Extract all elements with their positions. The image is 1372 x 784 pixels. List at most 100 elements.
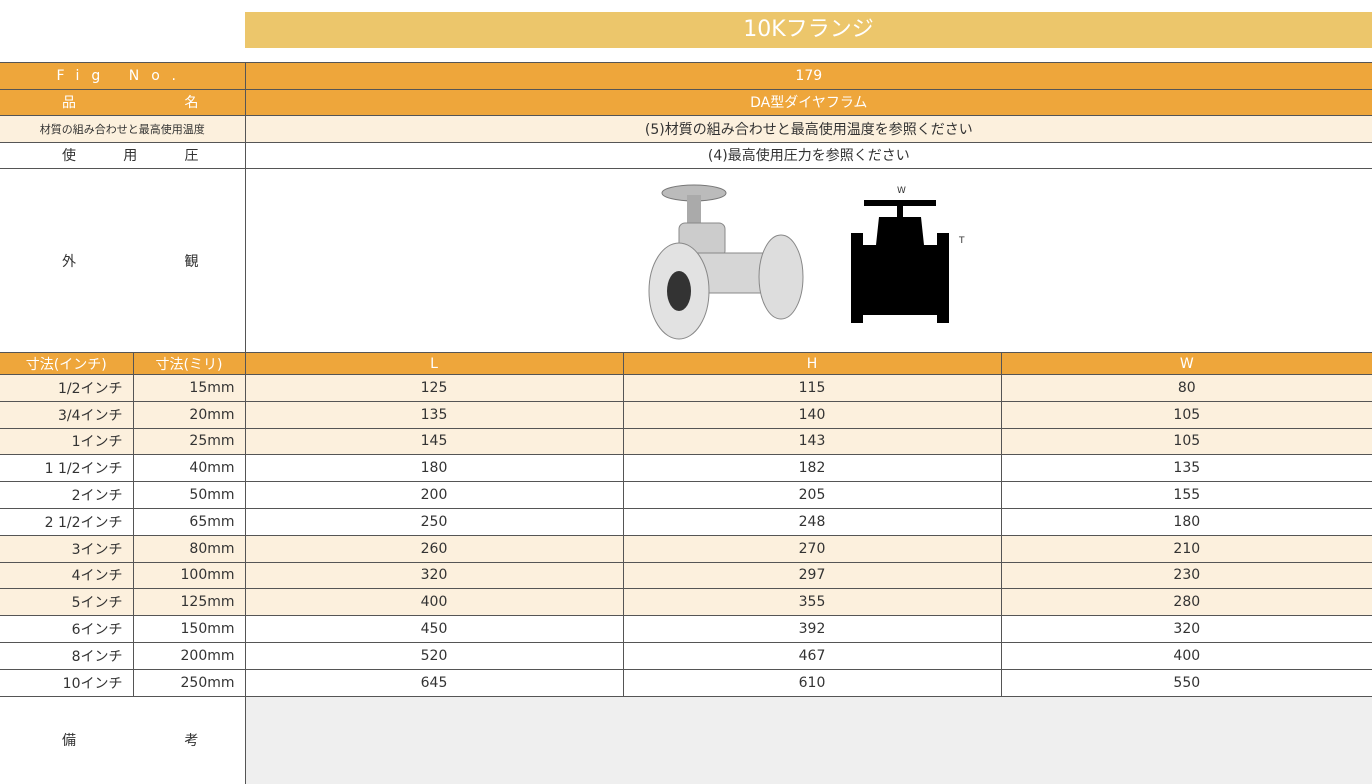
- dimension-cell: 260: [244, 534, 624, 563]
- dimension-cell: 645: [244, 668, 624, 697]
- row: 4インチ 100mm 320 297 230: [0, 561, 1372, 590]
- dimension-cell: 248: [622, 507, 1002, 536]
- size-cell: 1/2インチ: [0, 374, 134, 402]
- size-cell: 125mm: [132, 588, 246, 617]
- dimension-cell: 200: [244, 481, 624, 509]
- size-cell: 20mm: [132, 400, 246, 429]
- dimension-cell: 520: [244, 641, 624, 670]
- spec-value: (4)最高使用圧力を参照ください: [244, 141, 1372, 169]
- spec-label: 使用圧: [0, 141, 246, 169]
- title: 10Kフランジ: [245, 12, 1372, 48]
- dimension-cell: 550: [1000, 668, 1372, 697]
- row: 5インチ 125mm 400 355 280: [0, 588, 1372, 617]
- size-cell: 100mm: [132, 561, 246, 590]
- row: 3インチ 80mm 260 270 210: [0, 534, 1372, 563]
- size-cell: 200mm: [132, 641, 246, 670]
- size-cell: 1インチ: [0, 427, 134, 456]
- size-cell: 2インチ: [0, 481, 134, 509]
- dimension-cell: 155: [1000, 481, 1372, 509]
- dimension-cell: 320: [244, 561, 624, 590]
- row: 8インチ 200mm 520 467 400: [0, 641, 1372, 670]
- dimension-cell: 467: [622, 641, 1002, 670]
- dimension-cell: 135: [1000, 454, 1372, 483]
- spec-label: 材質の組み合わせと最高使用温度: [0, 115, 246, 143]
- row: 外観 W T: [0, 168, 1372, 353]
- spec-value: DA型ダイヤフラム: [244, 88, 1372, 116]
- dimension-cell: 143: [622, 427, 1002, 456]
- dimension-cell: 450: [244, 615, 624, 643]
- dimension-cell: 270: [622, 534, 1002, 563]
- dimension-cell: 250: [244, 507, 624, 536]
- row: 備考: [0, 695, 1372, 784]
- appearance-image: W T: [244, 168, 1372, 353]
- dimension-cell: 145: [244, 427, 624, 456]
- dimension-cell: 400: [244, 588, 624, 617]
- size-cell: 150mm: [132, 615, 246, 643]
- column-header: H: [622, 352, 1002, 375]
- dimension-cell: 180: [244, 454, 624, 483]
- remarks-value: [244, 695, 1372, 784]
- column-header: L: [244, 352, 624, 375]
- row: 材質の組み合わせと最高使用温度 (5)材質の組み合わせと最高使用温度を参照ください: [0, 115, 1372, 143]
- dimension-cell: 125: [244, 374, 624, 402]
- size-cell: 10インチ: [0, 668, 134, 697]
- row: 3/4インチ 20mm 135 140 105: [0, 400, 1372, 429]
- size-cell: 4インチ: [0, 561, 134, 590]
- dimension-cell: 80: [1000, 374, 1372, 402]
- dimension-cell: 135: [244, 400, 624, 429]
- spec-label: 品名: [0, 88, 246, 116]
- dimension-cell: 105: [1000, 427, 1372, 456]
- row: 品名 DA型ダイヤフラム: [0, 88, 1372, 116]
- dimension-cell: 180: [1000, 507, 1372, 536]
- dimension-cell: 400: [1000, 641, 1372, 670]
- size-cell: 6インチ: [0, 615, 134, 643]
- spec-value: 179: [244, 62, 1372, 90]
- size-cell: 80mm: [132, 534, 246, 563]
- row: 10インチ 250mm 645 610 550: [0, 668, 1372, 697]
- dimension-cell: 182: [622, 454, 1002, 483]
- valve-illustration: W T: [648, 184, 965, 339]
- spec-label: Fig No.: [0, 62, 246, 90]
- size-cell: 250mm: [132, 668, 246, 697]
- remarks-label: 備考: [0, 695, 246, 784]
- appearance-label: 外観: [0, 168, 246, 353]
- dimension-cell: 610: [622, 668, 1002, 697]
- row: Fig No. 179: [0, 62, 1372, 90]
- row: 6インチ 150mm 450 392 320: [0, 615, 1372, 643]
- size-cell: 25mm: [132, 427, 246, 456]
- dimension-cell: 230: [1000, 561, 1372, 590]
- size-cell: 3インチ: [0, 534, 134, 563]
- row: 1インチ 25mm 145 143 105: [0, 427, 1372, 456]
- size-cell: 8インチ: [0, 641, 134, 670]
- dimension-cell: 140: [622, 400, 1002, 429]
- size-cell: 2 1/2インチ: [0, 507, 134, 536]
- size-cell: 50mm: [132, 481, 246, 509]
- row: 2 1/2インチ 65mm 250 248 180: [0, 507, 1372, 536]
- size-cell: 40mm: [132, 454, 246, 483]
- size-cell: 15mm: [132, 374, 246, 402]
- dimension-cell: 105: [1000, 400, 1372, 429]
- valve-photo: [648, 184, 804, 339]
- spec-value: (5)材質の組み合わせと最高使用温度を参照ください: [244, 115, 1372, 143]
- size-cell: 1 1/2インチ: [0, 454, 134, 483]
- dimension-cell: 320: [1000, 615, 1372, 643]
- column-header: 寸法(インチ): [0, 352, 134, 375]
- dimension-cell: 205: [622, 481, 1002, 509]
- size-cell: 5インチ: [0, 588, 134, 617]
- spec-table: Fig No. 179 品名 DA型ダイヤフラム 材質の組み合わせと最高使用温度 (5)材…: [0, 62, 1372, 784]
- dim-label: T: [958, 236, 965, 246]
- row: 寸法(インチ) 寸法(ミリ) L H W: [0, 352, 1372, 375]
- dimension-cell: 392: [622, 615, 1002, 643]
- row: 使用圧 (4)最高使用圧力を参照ください: [0, 141, 1372, 169]
- dimension-cell: 280: [1000, 588, 1372, 617]
- dimension-cell: 210: [1000, 534, 1372, 563]
- dim-label: W: [897, 186, 906, 196]
- row: 2インチ 50mm 200 205 155: [0, 481, 1372, 509]
- size-cell: 65mm: [132, 507, 246, 536]
- row: 1/2インチ 15mm 125 115 80: [0, 374, 1372, 402]
- row: 1 1/2インチ 40mm 180 182 135: [0, 454, 1372, 483]
- dimension-cell: 115: [622, 374, 1002, 402]
- size-cell: 3/4インチ: [0, 400, 134, 429]
- column-header: W: [1000, 352, 1372, 375]
